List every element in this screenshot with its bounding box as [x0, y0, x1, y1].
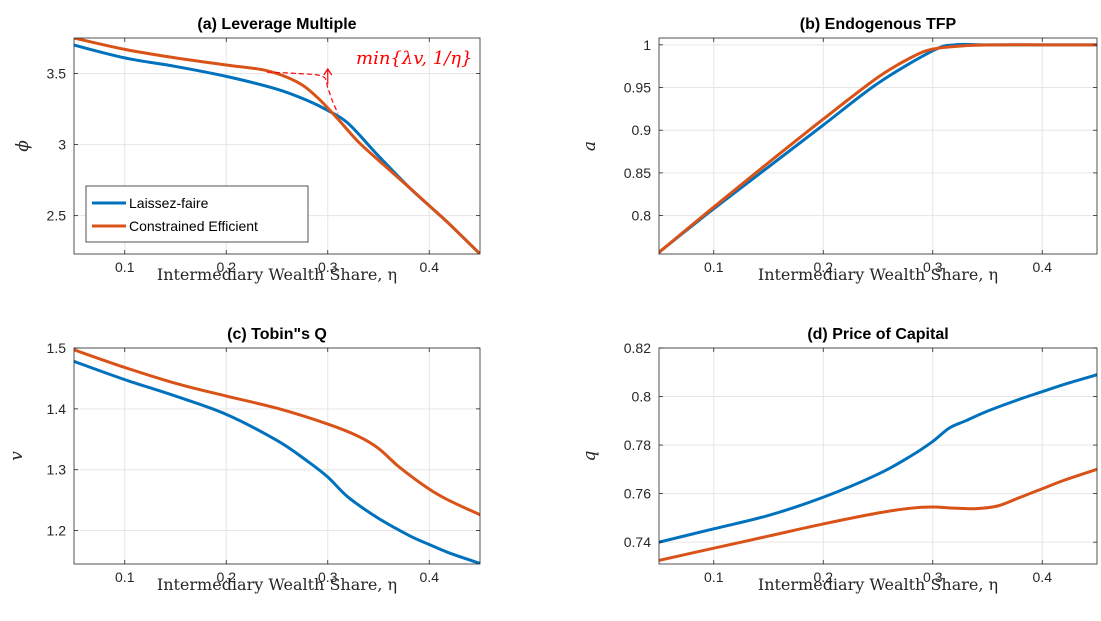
panel-d-ticks: 0.1 0.2 0.3 0.4 0.74 0.76 0.78 0.8 0.82 — [624, 340, 1097, 585]
panel-a-xtick-label-0: 0.1 — [115, 259, 135, 275]
panel-b-ytick-label-1: 0.85 — [624, 165, 651, 181]
panel-c-xtick-label-2: 0.3 — [318, 569, 338, 585]
panel-a-axes-frame — [73, 37, 481, 255]
panel-a-xtick-label-2: 0.3 — [318, 259, 338, 275]
legend-label-laissez-faire: Laissez-faire — [129, 195, 209, 211]
panel-d-ytick-label-4: 0.82 — [624, 340, 651, 356]
panel-b-ytick-label-2: 0.9 — [632, 122, 652, 138]
panel-b-axes-frame — [658, 37, 1098, 255]
panel-d-xtick-label-2: 0.3 — [923, 569, 943, 585]
panel-d-xtick-label-3: 0.4 — [1033, 569, 1053, 585]
panel-c-ytick-label-3: 1.5 — [47, 340, 67, 356]
panel-c-ylabel: v — [7, 451, 27, 461]
panel-c-ytick-label-0: 1.2 — [47, 523, 67, 539]
panel-b-ytick-label-4: 1 — [643, 37, 651, 53]
panel-d-line-laissez-faire — [659, 373, 1097, 544]
panel-d-xtick-label-1: 0.2 — [814, 569, 834, 585]
panel-c-ytick-label-1: 1.3 — [47, 462, 67, 478]
panel-a-xtick-label-1: 0.2 — [217, 259, 237, 275]
panel-c-xtick-label-0: 0.1 — [115, 569, 135, 585]
panel-d-xtick-label-0: 0.1 — [704, 569, 724, 585]
panel-c-xtick-label-1: 0.2 — [217, 569, 237, 585]
panel-d-ytick-label-3: 0.8 — [632, 389, 652, 405]
panel-b-xlabel: Intermediary Wealth Share, η — [758, 265, 998, 284]
panel-a-title: (a) Leverage Multiple — [197, 16, 356, 33]
panel-b-plot-area — [659, 38, 1097, 254]
panel-c-ticks: 0.1 0.2 0.3 0.4 1.2 1.3 1.4 1.5 — [47, 340, 480, 585]
panel-c-ytick-label-2: 1.4 — [47, 401, 67, 417]
panel-a-legend: Laissez-faire Constrained Efficient — [85, 185, 309, 243]
panel-a-annotation: min{λv, 1/η} — [266, 48, 473, 114]
panel-b-ytick-label-3: 0.95 — [624, 80, 651, 96]
panel-a-ytick-label-1: 3 — [58, 137, 66, 153]
panel-d-title: (d) Price of Capital — [807, 326, 948, 343]
panel-a-ylabel: ϕ — [13, 140, 33, 152]
panel-d-series — [659, 373, 1097, 562]
panel-c-series — [74, 348, 480, 564]
panel-b-ytick-label-0: 0.8 — [632, 208, 652, 224]
panel-a-ticks: 0.1 0.2 0.3 0.4 2.5 3 3.5 — [47, 38, 480, 275]
panel-a-annotation-text: min{λv, 1/η} — [356, 48, 473, 69]
legend-label-constrained-efficient: Constrained Efficient — [129, 218, 258, 234]
panel-c-line-constrained-efficient — [74, 348, 480, 517]
panel-a-ytick-label-2: 3.5 — [47, 66, 67, 82]
panel-b: (b) Endogenous TFP 0.1 0.2 0.3 0.40.80.850.… — [580, 16, 1098, 284]
panel-b-xtick-label-0: 0.1 — [704, 259, 724, 275]
panel-a-line-constrained-efficient — [74, 38, 480, 254]
panel-d-xlabel: Intermediary Wealth Share, η — [758, 575, 998, 594]
panel-d-ytick-label-0: 0.74 — [624, 534, 651, 550]
panel-c-line-laissez-faire — [74, 359, 480, 564]
panel-a-xlabel: Intermediary Wealth Share, η — [157, 265, 397, 284]
panel-a-xtick-label-3: 0.4 — [420, 259, 440, 275]
panel-c-plot-area — [74, 348, 480, 564]
panel-b-title: (b) Endogenous TFP — [800, 16, 957, 33]
panel-a-annotation-curve — [266, 71, 339, 114]
panel-b-ticks: 0.1 0.2 0.3 0.4 0.8 0.85 0.9 0.95 1 — [624, 37, 1097, 275]
panel-a-series — [74, 38, 480, 254]
panel-b-xtick-label-1: 0.2 — [814, 259, 834, 275]
panel-a-ytick-label-0: 2.5 — [47, 208, 67, 224]
panel-d-ylabel: q — [580, 450, 600, 461]
panel-a: (a) Leverage Multiple min{λv, 1/η} 0.1 0.… — [13, 16, 481, 284]
panel-c-xlabel: Intermediary Wealth Share, η — [157, 575, 397, 594]
legend-box — [85, 185, 309, 243]
panel-b-xtick-label-2: 0.3 — [923, 259, 943, 275]
panel-d-ytick-label-1: 0.76 — [624, 486, 651, 502]
panel-d-plot-area — [659, 348, 1097, 564]
panel-b-xtick-label-3: 0.4 — [1033, 259, 1053, 275]
panel-b-ylabel: a — [580, 141, 600, 151]
panel-d-ytick-label-2: 0.78 — [624, 437, 651, 453]
panel-c-xtick-label-3: 0.4 — [420, 569, 440, 585]
panel-c-title: (c) Tobin"s Q — [227, 326, 327, 343]
panel-d: (d) Price of Capital 0.1 0.2 0.3 0.4 0.74 0.7… — [580, 326, 1098, 594]
panel-d-axes-frame — [658, 347, 1098, 565]
panel-d-line-constrained-efficient — [659, 467, 1097, 562]
panel-b-line-constrained-efficient — [659, 43, 1097, 254]
panel-a-annotation-arrowhead — [323, 67, 333, 76]
panel-b-series — [659, 42, 1097, 254]
panel-c-axes-frame — [73, 347, 481, 565]
panel-c: (c) Tobin"s Q 0.1 0.2 0.3 0.4 1.2 1.3 1.4 1.5 I… — [7, 326, 481, 594]
